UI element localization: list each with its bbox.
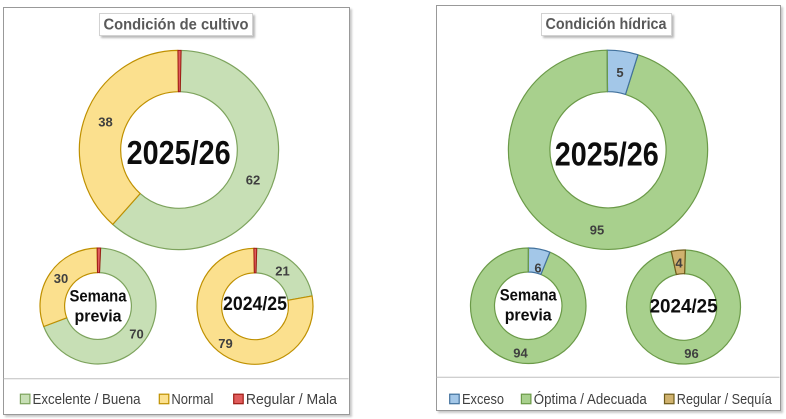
svg-text:previa: previa	[75, 307, 123, 326]
svg-text:62: 62	[246, 173, 260, 188]
svg-text:70: 70	[129, 327, 143, 342]
svg-text:Condición hídrica: Condición hídrica	[546, 16, 667, 33]
svg-text:96: 96	[684, 346, 698, 361]
svg-text:Exceso: Exceso	[462, 391, 504, 408]
svg-text:2024/25: 2024/25	[223, 294, 287, 315]
svg-text:21: 21	[275, 264, 289, 279]
svg-text:94: 94	[513, 346, 528, 361]
svg-text:Condición de cultivo: Condición de cultivo	[104, 17, 249, 34]
svg-text:Normal: Normal	[171, 391, 213, 408]
svg-text:Óptima / Adecuada: Óptima / Adecuada	[534, 391, 648, 408]
svg-text:2024/25: 2024/25	[650, 297, 718, 318]
svg-text:95: 95	[590, 223, 604, 238]
svg-text:Regular / Mala: Regular / Mala	[246, 391, 338, 408]
svg-text:4: 4	[675, 256, 683, 271]
svg-text:2025/26: 2025/26	[555, 136, 659, 173]
svg-text:Excelente / Buena: Excelente / Buena	[33, 391, 142, 408]
svg-text:30: 30	[54, 271, 68, 286]
svg-text:Semana: Semana	[500, 286, 557, 305]
svg-text:5: 5	[616, 65, 623, 80]
svg-text:38: 38	[98, 115, 112, 130]
svg-text:Semana: Semana	[70, 287, 127, 306]
svg-text:79: 79	[218, 336, 232, 351]
svg-text:Regular / Sequía: Regular / Sequía	[677, 391, 773, 408]
svg-text:previa: previa	[505, 306, 553, 325]
svg-text:6: 6	[534, 261, 541, 276]
svg-text:2025/26: 2025/26	[127, 134, 231, 171]
